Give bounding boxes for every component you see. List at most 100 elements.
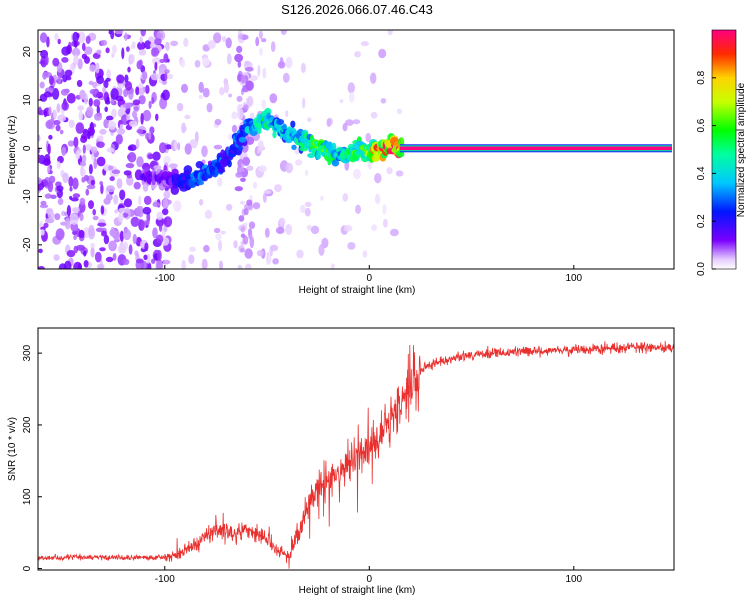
spectrum-noise-blob	[378, 48, 387, 59]
spectrum-noise-blob	[117, 84, 125, 89]
snr-line	[38, 340, 674, 569]
spectrum-noise-blob	[105, 256, 114, 263]
spectrum-noise-blob	[170, 40, 179, 47]
spectrum-noise-blob	[116, 178, 123, 189]
spectrum-ridge-blob	[205, 173, 210, 180]
spectrum-noise-blob	[88, 164, 93, 175]
spectrum-noise-blob	[111, 53, 115, 58]
spectrum-noise-blob	[343, 224, 353, 232]
spectrum-noise-blob	[73, 245, 79, 254]
spectrum-noise-blob	[38, 147, 41, 154]
spectrum-noise-blob	[156, 211, 164, 221]
spectrum-noise-blob	[66, 44, 72, 55]
spectrum-noise-blob	[370, 72, 377, 84]
spectrum-noise-blob	[237, 264, 243, 269]
spectrum-noise-blob	[183, 37, 189, 48]
spectrum-noise-blob	[72, 207, 80, 213]
colorbar-tick-label: 0.6	[696, 118, 707, 132]
spectrum-noise-blob	[304, 169, 309, 176]
spectrum-noise-blob	[116, 74, 125, 84]
spectrum-noise-blob	[252, 202, 261, 210]
spectrum-noise-blob	[136, 258, 144, 264]
spectrum-noise-blob	[61, 101, 69, 111]
spectrum-noise-blob	[96, 105, 101, 115]
spectrum-noise-blob	[285, 110, 289, 118]
colorbar-ticks: 0.0 0.2 0.4 0.6 0.8	[696, 70, 716, 276]
spectrum-noise-blob	[132, 233, 137, 245]
spectrum-noise-blob	[73, 54, 79, 65]
spectrum-noise-blob	[272, 258, 279, 265]
spectrum-noise-blob	[76, 79, 83, 88]
spectrum-noise-blob	[118, 212, 124, 223]
spectrum-noise-blob	[152, 151, 161, 161]
spectrum-noise-blob	[72, 31, 79, 43]
spectrum-noise-blob	[207, 40, 216, 49]
spectrum-noise-blob	[282, 72, 290, 83]
spectrum-noise-blob	[263, 189, 272, 195]
spectrum-noise-blob	[285, 56, 293, 69]
spectrum-ridge-blob	[290, 120, 296, 128]
spectrum-noise-blob	[256, 249, 264, 257]
spectrogram-y-tick-label: -10	[22, 189, 33, 204]
spectrum-noise-blob	[354, 51, 361, 58]
spectrum-noise-blob	[82, 144, 86, 154]
spectrum-noise-blob	[112, 253, 117, 261]
spectrum-noise-blob	[113, 194, 119, 205]
snr-frame	[37, 327, 675, 571]
spectrum-noise-blob	[177, 142, 181, 151]
spectrum-noise-blob	[181, 83, 188, 93]
spectrum-noise-blob	[44, 158, 51, 166]
spectrum-noise-blob	[44, 193, 52, 199]
spectrum-noise-blob	[68, 176, 74, 188]
spectrum-noise-blob	[52, 57, 60, 67]
spectrum-noise-blob	[146, 261, 152, 269]
spectrum-noise-blob	[342, 123, 348, 132]
spectrum-noise-blob	[202, 57, 210, 67]
spectrum-noise-blob	[164, 144, 173, 150]
spectrum-noise-blob	[97, 135, 104, 142]
spectrum-noise-blob	[117, 244, 127, 254]
spectrum-noise-blob	[213, 227, 221, 234]
spectrum-noise-blob	[103, 197, 111, 205]
spectrum-noise-blob	[47, 143, 51, 155]
spectrum-noise-blob	[151, 258, 156, 264]
constant-band-core	[399, 146, 672, 151]
spectrum-noise-blob	[64, 69, 73, 77]
spectrum-noise-blob	[108, 30, 112, 35]
spectrum-noise-blob	[83, 250, 87, 257]
snr-x-tick-label: -100	[155, 574, 175, 585]
spectrum-noise-blob	[66, 250, 76, 258]
spectrogram-x-axis: -100 0 100	[155, 265, 583, 284]
spectrum-noise-blob	[101, 230, 107, 237]
spectrum-ridge-blob	[238, 136, 247, 143]
spectrum-noise-blob	[57, 75, 61, 85]
spectrum-noise-blob	[380, 98, 387, 104]
spectrum-noise-blob	[143, 220, 150, 226]
spectrum-noise-blob	[300, 204, 306, 213]
spectrum-noise-blob	[246, 199, 253, 206]
spectrum-noise-blob	[173, 139, 177, 151]
spectrum-noise-blob	[77, 105, 85, 111]
spectrum-noise-blob	[108, 165, 114, 171]
spectrum-noise-blob	[339, 99, 344, 104]
spectrum-noise-blob	[240, 226, 245, 233]
spectrum-noise-blob	[100, 205, 105, 215]
snr-x-tick-label: 100	[565, 574, 582, 585]
spectrum-noise-blob	[107, 121, 117, 130]
spectrum-noise-blob	[115, 134, 123, 145]
spectrum-noise-blob	[220, 230, 227, 235]
spectrum-noise-blob	[252, 181, 258, 189]
spectrum-noise-blob	[237, 107, 244, 120]
spectrum-noise-blob	[148, 36, 155, 42]
spectrum-noise-blob	[138, 219, 145, 231]
spectrum-noise-blob	[231, 111, 238, 120]
spectrum-noise-blob	[40, 229, 45, 236]
spectrum-noise-blob	[320, 195, 324, 201]
spectrum-noise-blob	[62, 74, 68, 83]
snr-y-axis: 0 100 200 300	[22, 344, 42, 571]
spectrum-noise-blob	[61, 210, 66, 217]
spectrum-noise-blob	[198, 94, 203, 100]
spectrum-noise-blob	[236, 45, 243, 54]
spectrum-noise-blob	[206, 102, 213, 113]
spectrum-noise-blob	[50, 194, 57, 199]
